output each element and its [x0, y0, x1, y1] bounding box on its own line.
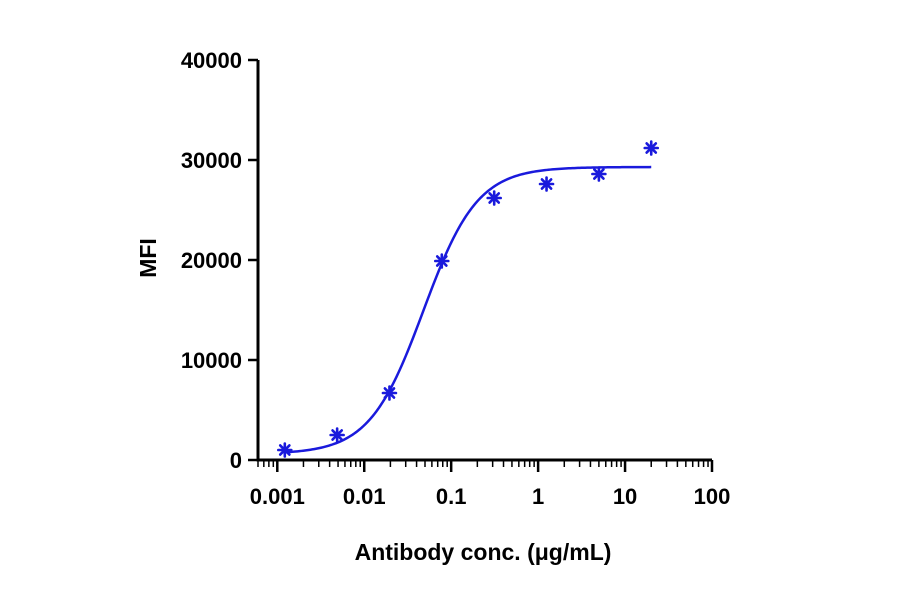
y-tick-label: 40000 [181, 48, 242, 73]
x-tick-label: 10 [613, 484, 637, 509]
data-point [381, 385, 398, 401]
x-tick-label: 1 [532, 484, 544, 509]
y-tick-label: 20000 [181, 248, 242, 273]
y-tick-label: 10000 [181, 348, 242, 373]
x-tick-label: 100 [694, 484, 731, 509]
x-tick-label: 0.1 [436, 484, 467, 509]
x-tick-label: 0.01 [343, 484, 386, 509]
x-tick-label: 0.001 [250, 484, 305, 509]
data-point [329, 427, 345, 443]
data-point [643, 140, 660, 156]
y-tick-label: 0 [230, 448, 242, 473]
data-point [538, 176, 555, 192]
data-point [486, 190, 503, 206]
y-axis-title: MFI [135, 238, 161, 278]
data-point [276, 442, 293, 458]
fit-curve [284, 165, 652, 454]
data-point [591, 166, 607, 182]
data-point [433, 253, 450, 269]
plot-area: 0 10000 20000 30000 40000 0.001 0.01 0.1 1 10 100 [181, 48, 731, 509]
y-tick-label: 30000 [181, 148, 242, 173]
x-axis-title: Antibody conc. (μg/mL) [355, 539, 612, 565]
